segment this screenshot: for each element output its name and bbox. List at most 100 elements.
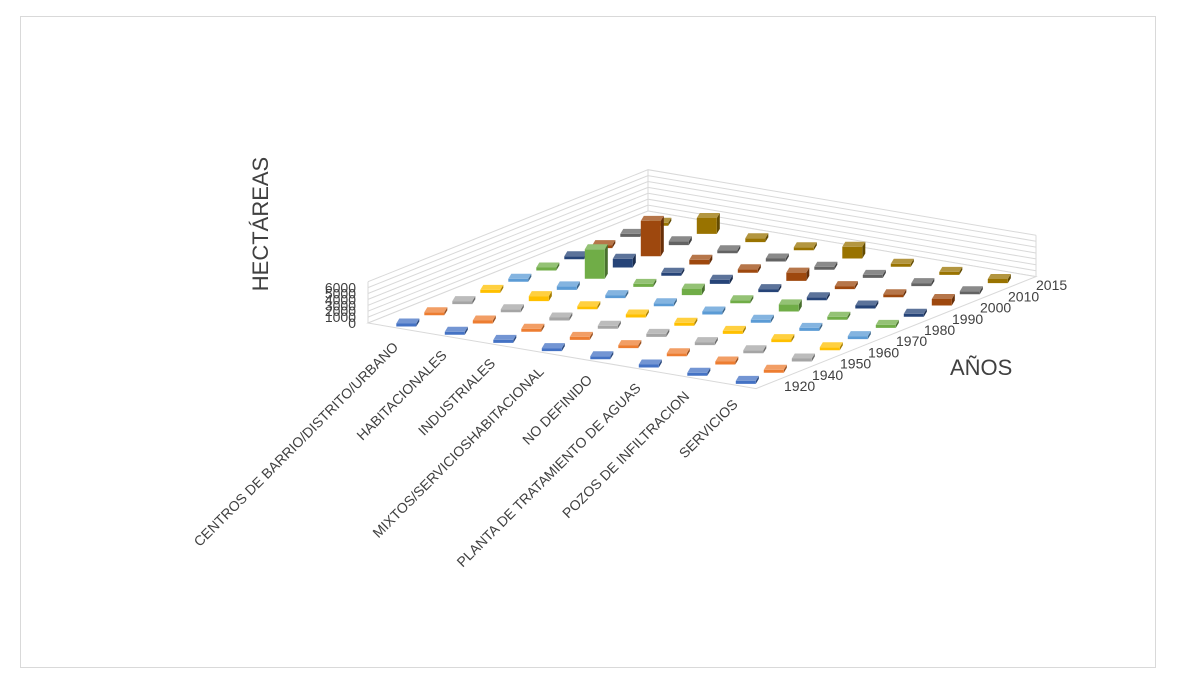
bar-top bbox=[883, 289, 907, 295]
bar bbox=[556, 281, 580, 290]
bar-front bbox=[694, 342, 715, 346]
bar-side bbox=[770, 314, 774, 323]
bar-front bbox=[536, 267, 557, 271]
bar-top bbox=[771, 334, 795, 340]
bar bbox=[689, 254, 713, 265]
bar-front bbox=[715, 361, 736, 365]
bar-front bbox=[556, 286, 577, 290]
bar-side bbox=[492, 315, 496, 324]
bar bbox=[564, 251, 588, 260]
bar-top bbox=[875, 319, 899, 325]
bar bbox=[493, 334, 517, 343]
bar bbox=[661, 267, 685, 276]
bar-side bbox=[1007, 274, 1011, 284]
series-axis-title: AÑOS bbox=[950, 355, 1012, 380]
bar bbox=[541, 343, 565, 352]
bar-front bbox=[702, 311, 723, 315]
bar-top bbox=[722, 325, 746, 331]
bar-side bbox=[757, 264, 761, 273]
bar-top bbox=[791, 353, 815, 359]
bar-side bbox=[847, 311, 851, 320]
bar-side bbox=[561, 343, 565, 352]
bar bbox=[590, 351, 614, 360]
bar bbox=[569, 331, 593, 340]
bar-front bbox=[444, 331, 465, 335]
bar-top bbox=[646, 328, 670, 334]
bar bbox=[694, 337, 718, 346]
bar-top bbox=[424, 307, 448, 313]
bar-side bbox=[750, 295, 754, 304]
bar-top bbox=[987, 274, 1011, 279]
bar-side bbox=[701, 283, 705, 296]
bar-side bbox=[589, 331, 593, 340]
bar bbox=[771, 334, 795, 343]
bar-side bbox=[895, 319, 899, 328]
bar-side bbox=[819, 322, 823, 331]
series-tick-label: 2000 bbox=[980, 300, 1011, 316]
bar-front bbox=[549, 317, 570, 321]
bar-side bbox=[653, 278, 657, 287]
bar-side bbox=[569, 312, 573, 321]
bar-side bbox=[660, 215, 664, 257]
bar bbox=[666, 348, 690, 357]
bar bbox=[668, 236, 692, 246]
bar-side bbox=[709, 254, 713, 265]
bar-front bbox=[681, 288, 702, 296]
bar-front bbox=[987, 279, 1008, 284]
bar-front bbox=[396, 323, 417, 327]
bar bbox=[480, 284, 504, 293]
bar-top bbox=[931, 294, 955, 299]
bar-front bbox=[709, 279, 730, 284]
bar-top bbox=[681, 283, 705, 289]
bar-front bbox=[875, 324, 896, 328]
bar-top bbox=[549, 312, 573, 318]
bar bbox=[584, 244, 608, 279]
bar-front bbox=[493, 339, 514, 343]
bar bbox=[681, 283, 705, 296]
bar-top bbox=[842, 241, 866, 247]
bar-front bbox=[765, 258, 786, 262]
bar bbox=[536, 262, 560, 271]
bar-top bbox=[541, 343, 565, 349]
y-tick-label: 1000 bbox=[325, 309, 356, 325]
bar bbox=[646, 328, 670, 337]
bar-front bbox=[640, 220, 661, 257]
bar-front bbox=[666, 353, 687, 357]
bar-side bbox=[959, 266, 963, 275]
bar-side bbox=[811, 353, 815, 362]
bar bbox=[452, 296, 476, 305]
bar-side bbox=[798, 299, 802, 312]
bar-top bbox=[640, 215, 664, 221]
bar-top bbox=[834, 281, 858, 287]
y-tick-label: 4000 bbox=[325, 291, 356, 307]
bar-top bbox=[694, 337, 718, 343]
bar-front bbox=[743, 350, 764, 354]
bar bbox=[472, 315, 496, 324]
bar-side bbox=[834, 261, 838, 270]
bar-top bbox=[814, 261, 838, 267]
bar-front bbox=[883, 294, 904, 298]
bar-side bbox=[556, 262, 560, 271]
bar-top bbox=[939, 266, 963, 272]
bar-top bbox=[702, 306, 726, 312]
bar-side bbox=[722, 306, 726, 315]
bar bbox=[842, 241, 866, 259]
bar-side bbox=[681, 267, 685, 276]
bar-top bbox=[806, 292, 830, 298]
bar-side bbox=[791, 334, 795, 343]
bar-top bbox=[521, 323, 545, 329]
bar bbox=[793, 242, 817, 251]
bar-front bbox=[646, 333, 667, 337]
bar-front bbox=[424, 312, 445, 316]
y-tick-label: 6000 bbox=[325, 280, 356, 296]
bar-side bbox=[763, 345, 767, 354]
bar bbox=[605, 290, 629, 299]
bar-top bbox=[745, 233, 769, 239]
bar-front bbox=[737, 269, 758, 273]
bar bbox=[702, 306, 726, 315]
bar bbox=[633, 278, 657, 287]
bar-front bbox=[847, 336, 868, 340]
bar bbox=[931, 294, 955, 306]
bar-side bbox=[444, 307, 448, 316]
